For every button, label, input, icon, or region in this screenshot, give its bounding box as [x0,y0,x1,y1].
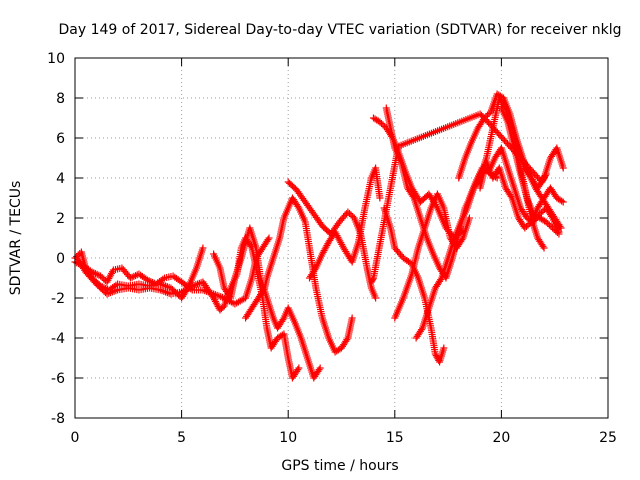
data-points [71,90,567,382]
data-point [315,366,323,374]
data-point [128,273,136,281]
data-point [97,272,105,280]
data-point [316,364,324,372]
data-point [440,344,448,352]
y-tick-label: -8 [51,411,65,427]
data-point [372,294,380,302]
x-tick-label: 5 [177,430,186,446]
data-point [145,277,153,285]
axis-ticks: 0 5 10 15 20 25 -8 -6 -4 -2 0 2 4 6 8 10 [47,51,617,446]
data-point [88,268,96,276]
y-tick-label: -6 [51,371,65,387]
data-point [264,236,272,244]
data-point [294,202,302,210]
data-point [376,118,384,126]
data-point [294,366,302,374]
data-point [344,208,352,216]
data-point [431,350,439,358]
x-tick-label: 0 [71,430,80,446]
data-point [343,336,351,344]
data-point [409,192,417,200]
chart-title: Day 149 of 2017, Sidereal Day-to-day VTE… [59,22,622,38]
y-tick-label: 6 [56,131,65,147]
grid-lines [75,58,608,418]
y-tick-label: 4 [56,171,65,187]
x-tick-label: 15 [386,430,404,446]
data-point [437,276,445,284]
data-point [265,234,273,242]
data-point [348,314,356,322]
data-point [279,316,287,324]
data-point [126,274,134,282]
data-point [417,326,425,334]
data-point [93,270,101,278]
data-point [345,210,353,217]
data-point [377,120,385,127]
y-tick-label: 0 [56,251,65,267]
data-point [98,274,106,281]
plot-frame [74,57,609,419]
y-tick-label: -4 [51,331,65,347]
data-point [91,270,99,278]
data-point [143,276,151,284]
data-point [159,275,167,283]
x-tick-label: 25 [599,430,617,446]
data-point [199,244,207,252]
data-point [347,211,355,219]
data-point [376,194,384,202]
data-point [147,278,155,286]
y-tick-label: 2 [56,211,65,227]
data-point [90,269,98,277]
y-tick-label: -2 [51,291,65,307]
data-point [465,214,473,222]
y-tick-label: 10 [47,51,65,67]
data-point [379,121,387,129]
data-point [311,266,319,274]
data-point [260,286,268,294]
data-point [130,272,138,280]
data-point [295,364,303,372]
data-point [458,236,466,244]
x-tick-label: 20 [492,430,510,446]
x-axis-label: GPS time / hours [281,458,398,474]
y-axis-label: SDTVAR / TECUs [8,181,24,296]
y-tick-label: 8 [56,91,65,107]
x-tick-label: 10 [279,430,297,446]
